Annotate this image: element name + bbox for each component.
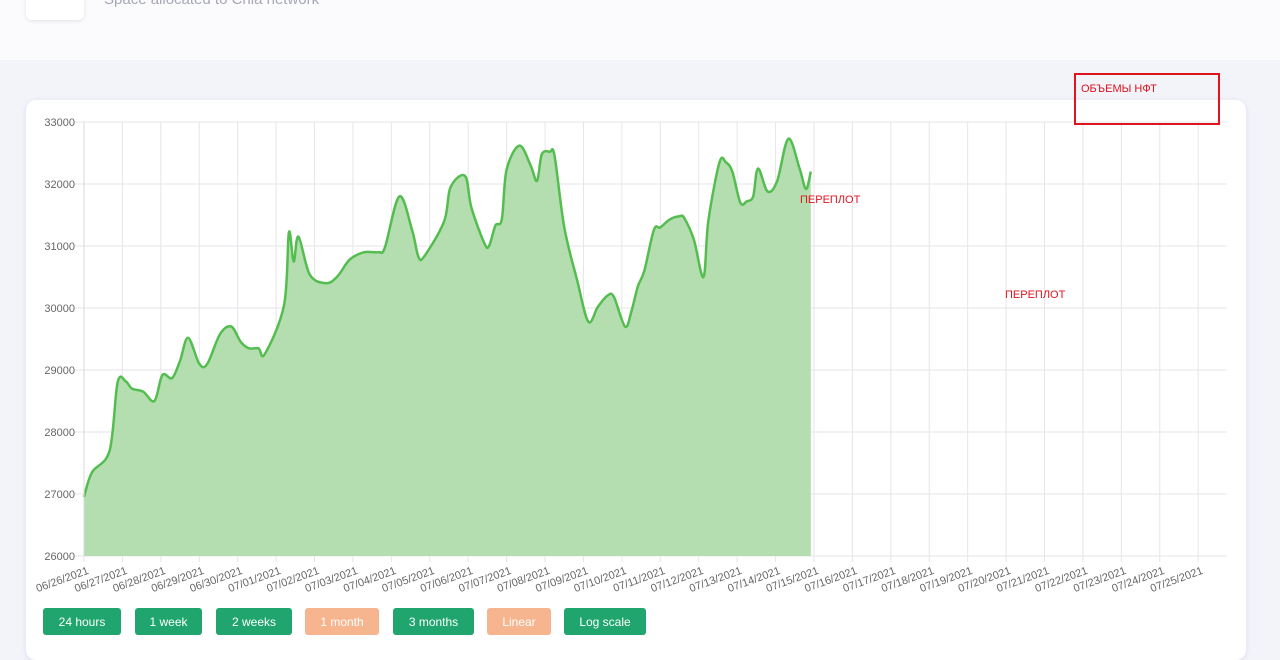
annotation-box-label: ОБЪЕМЫ НФТ — [1081, 83, 1157, 95]
chart-series — [82, 137, 813, 557]
header-icon-card — [26, 0, 84, 20]
series-line — [82, 137, 813, 498]
btn-3-months[interactable]: 3 months — [393, 608, 474, 635]
btn-2-weeks[interactable]: 2 weeks — [216, 608, 292, 635]
btn-1-month[interactable]: 1 month — [305, 608, 379, 635]
annotation-note-1: ПЕРЕПЛОТ — [800, 194, 861, 206]
btn-log-scale[interactable]: Log scale — [564, 608, 646, 635]
annotation-box: ОБЪЕМЫ НФТ — [1074, 73, 1220, 125]
y-tick-label: 29000 — [44, 365, 75, 377]
y-tick-label: 30000 — [44, 303, 75, 315]
btn-linear[interactable]: Linear — [487, 608, 551, 635]
series-area — [84, 138, 811, 557]
y-tick-label: 26000 — [44, 551, 75, 563]
y-tick-label: 32000 — [44, 179, 75, 191]
btn-24-hours[interactable]: 24 hours — [43, 608, 121, 635]
page-header: Space allocated to Chia network ™ — [0, 0, 1280, 60]
btn-1-week[interactable]: 1 week — [135, 608, 202, 635]
page-subtitle: Space allocated to Chia network ™ — [104, 0, 338, 8]
y-tick-label: 27000 — [44, 489, 75, 501]
y-tick-label: 31000 — [44, 241, 75, 253]
space-chart: 26000 27000 28000 29000 30000 31000 32000 33000… — [35, 117, 1227, 595]
y-tick-label: 33000 — [44, 117, 75, 129]
annotation-note-2: ПЕРЕПЛОТ — [1005, 289, 1066, 301]
y-tick-label: 28000 — [44, 427, 75, 439]
